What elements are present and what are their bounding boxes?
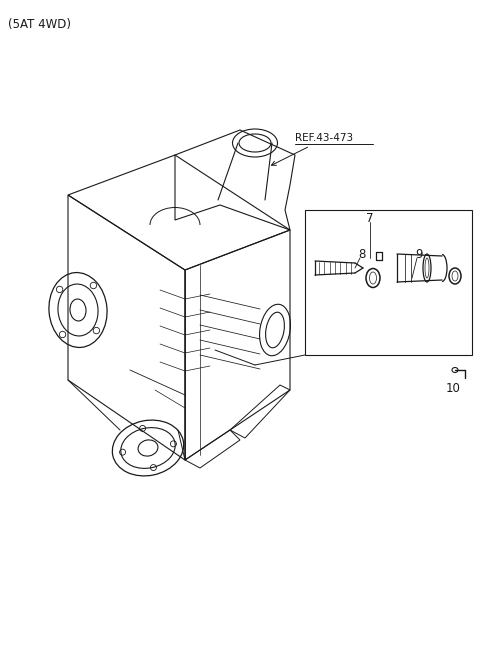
Text: 9: 9 [415,248,422,261]
Text: 8: 8 [358,248,365,261]
Text: (5AT 4WD): (5AT 4WD) [8,18,71,31]
Bar [305,210,472,355]
Text: 7: 7 [366,212,374,225]
Text: 10: 10 [445,382,460,395]
Text: REF.43-473: REF.43-473 [295,133,353,143]
